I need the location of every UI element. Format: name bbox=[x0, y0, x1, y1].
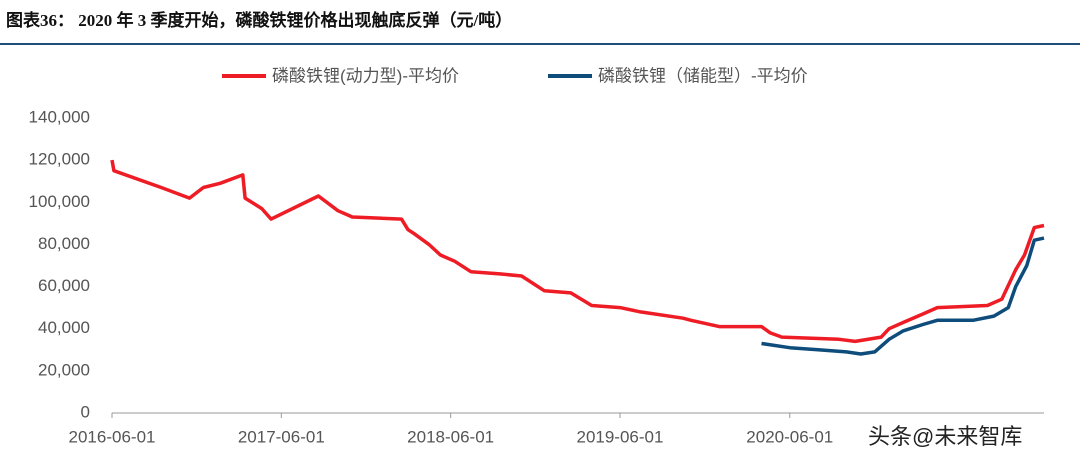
x-tick-label: 2020-06-01 bbox=[746, 427, 833, 446]
y-tick-label: 20,000 bbox=[38, 360, 90, 379]
legend-label: 磷酸铁锂（储能型）-平均价 bbox=[598, 66, 808, 85]
y-tick-label: 100,000 bbox=[29, 192, 90, 211]
y-tick-label: 60,000 bbox=[38, 276, 90, 295]
y-tick-label: 120,000 bbox=[29, 150, 90, 169]
y-tick-label: 0 bbox=[81, 402, 90, 421]
legend-label: 磷酸铁锂(动力型)-平均价 bbox=[272, 66, 459, 85]
x-tick-label: 2019-06-01 bbox=[576, 427, 663, 446]
y-tick-label: 140,000 bbox=[29, 107, 90, 126]
watermark: 头条@未来智库 bbox=[868, 424, 1022, 449]
series-line bbox=[761, 236, 1045, 356]
chart-title: 图表36： 2020 年 3 季度开始，磷酸铁锂价格出现触底反弹（元/吨） bbox=[6, 10, 512, 30]
series-line bbox=[110, 159, 1045, 344]
x-tick-label: 2017-06-01 bbox=[238, 427, 325, 446]
x-tick-label: 2016-06-01 bbox=[69, 427, 156, 446]
x-tick-label: 2018-06-01 bbox=[407, 427, 494, 446]
y-tick-label: 40,000 bbox=[38, 318, 90, 337]
y-tick-label: 80,000 bbox=[38, 234, 90, 253]
